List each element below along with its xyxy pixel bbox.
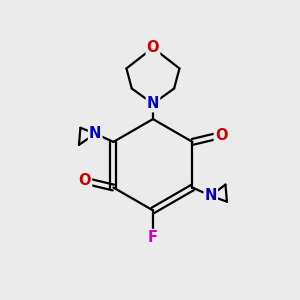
Text: N: N xyxy=(89,126,101,141)
Text: O: O xyxy=(215,128,227,142)
Text: N: N xyxy=(147,96,159,111)
Text: F: F xyxy=(148,230,158,245)
Text: O: O xyxy=(147,40,159,55)
Text: O: O xyxy=(79,173,91,188)
Text: N: N xyxy=(205,188,217,203)
